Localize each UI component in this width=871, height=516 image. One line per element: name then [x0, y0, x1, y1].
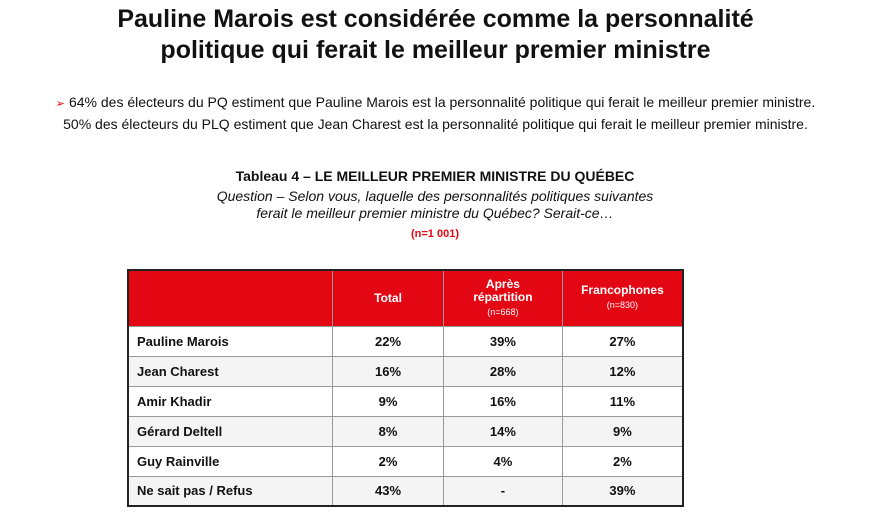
- results-table: Total Après répartition (n=668) Francoph…: [127, 269, 684, 507]
- cell-total: 9%: [332, 385, 445, 417]
- header-apres-label: Après répartition: [473, 276, 533, 304]
- cell-francophones: 39%: [561, 475, 684, 507]
- header-total-label: Total: [374, 290, 402, 305]
- finding-1-text: 64% des électeurs du PQ estiment que Pau…: [68, 94, 816, 110]
- row-label: Ne sait pas / Refus: [127, 475, 334, 507]
- cell-francophones: 12%: [561, 355, 684, 387]
- cell-apres-repartition: 28%: [443, 355, 563, 387]
- table-row: Pauline Marois 22% 39% 27%: [127, 325, 684, 357]
- cell-total: 2%: [332, 445, 445, 477]
- header-francophones: Francophones (n=830): [561, 269, 684, 327]
- title-line-1: Pauline Marois est considérée comme la p…: [117, 5, 754, 33]
- finding-2-text: 50% des électeurs du PLQ estiment que Je…: [63, 116, 808, 132]
- cell-apres-repartition: 4%: [443, 445, 563, 477]
- cell-francophones: 11%: [561, 385, 684, 417]
- cell-total: 16%: [332, 355, 445, 387]
- table-row: Jean Charest 16% 28% 12%: [127, 355, 684, 387]
- row-label: Guy Rainville: [127, 445, 334, 477]
- cell-total: 43%: [332, 475, 445, 507]
- table-row: Amir Khadir 9% 16% 11%: [127, 385, 684, 417]
- cell-francophones: 2%: [561, 445, 684, 477]
- header-empty-cell: [127, 269, 334, 327]
- title-line-2: politique qui ferait le meilleur premier…: [160, 36, 711, 64]
- cell-francophones: 9%: [561, 415, 684, 447]
- question-line-2: ferait le meilleur premier ministre du Q…: [256, 205, 614, 221]
- finding-1: ➢ 64% des électeurs du PQ estiment que Pa…: [0, 92, 871, 114]
- question-line-1: Question – Selon vous, laquelle des pers…: [216, 188, 654, 204]
- header-total: Total: [332, 269, 445, 327]
- header-apres-repartition: Après répartition (n=668): [443, 269, 563, 327]
- table-row: Guy Rainville 2% 4% 2%: [127, 445, 684, 477]
- row-label: Jean Charest: [127, 355, 334, 387]
- sample-size: (n=1 001): [411, 228, 459, 240]
- finding-2: 50% des électeurs du PLQ estiment que Je…: [0, 114, 871, 134]
- cell-francophones: 27%: [561, 325, 684, 357]
- arrow-bullet-icon: ➢: [55, 98, 65, 110]
- row-label: Amir Khadir: [127, 385, 334, 417]
- table-row: Gérard Deltell 8% 14% 9%: [127, 415, 684, 447]
- row-label: Pauline Marois: [127, 325, 334, 357]
- row-label: Gérard Deltell: [127, 415, 334, 447]
- table-row: Ne sait pas / Refus 43% - 39%: [127, 475, 684, 507]
- header-apres-sub: (n=668): [487, 306, 519, 317]
- key-findings: ➢ 64% des électeurs du PQ estiment que Pa…: [0, 92, 871, 134]
- cell-total: 22%: [332, 325, 445, 357]
- table-caption: Tableau 4 – LE MEILLEUR PREMIER MINISTRE…: [190, 167, 680, 240]
- cell-apres-repartition: -: [443, 475, 563, 507]
- table-title: Tableau 4 – LE MEILLEUR PREMIER MINISTRE…: [235, 168, 635, 184]
- page-title: Pauline Marois est considérée comme la p…: [0, 4, 871, 66]
- cell-apres-repartition: 14%: [443, 415, 563, 447]
- table-header-row: Total Après répartition (n=668) Francoph…: [127, 269, 684, 327]
- cell-apres-repartition: 16%: [443, 385, 563, 417]
- cell-total: 8%: [332, 415, 445, 447]
- header-francophones-sub: (n=830): [606, 300, 639, 311]
- header-francophones-label: Francophones: [581, 283, 664, 298]
- cell-apres-repartition: 39%: [443, 325, 563, 357]
- survey-question: Question – Selon vous, laquelle des pers…: [190, 188, 680, 222]
